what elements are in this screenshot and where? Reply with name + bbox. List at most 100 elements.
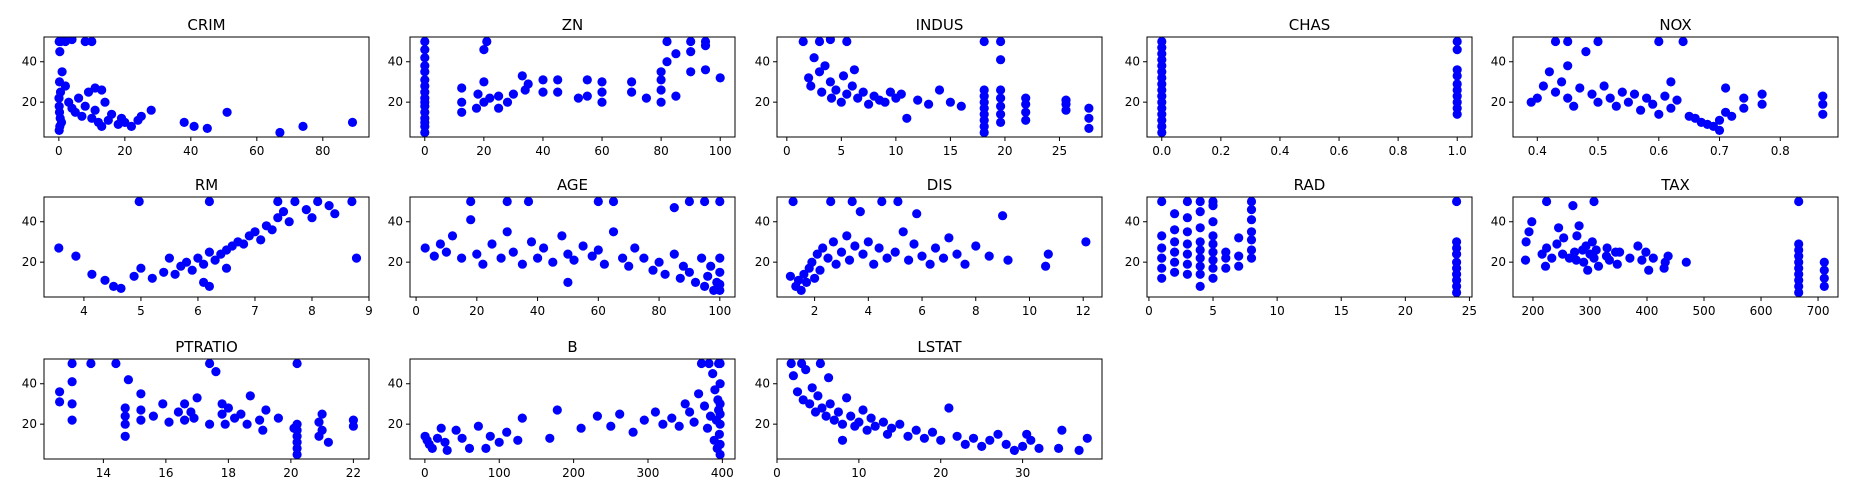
data-point <box>1170 267 1180 277</box>
data-point <box>820 61 830 71</box>
x-tick-label: 16 <box>158 466 173 480</box>
data-point <box>913 95 923 105</box>
data-point <box>854 417 864 427</box>
data-point <box>1084 123 1094 133</box>
data-point <box>147 273 157 283</box>
data-point <box>1041 261 1051 271</box>
x-tick-label: 20 <box>933 466 948 480</box>
data-point <box>704 359 714 369</box>
data-point <box>222 107 232 117</box>
y-tick-label: 40 <box>755 377 770 391</box>
data-point <box>826 93 837 103</box>
data-point <box>823 253 833 263</box>
data-point <box>862 425 872 435</box>
data-point <box>136 263 146 273</box>
x-tick-label: 9 <box>365 304 373 318</box>
subplot-age: AGE 0 20 40 60 80 100 20 40 <box>388 176 736 318</box>
data-point <box>221 263 232 273</box>
data-point <box>945 97 956 107</box>
data-point <box>684 267 695 277</box>
data-point <box>1666 77 1676 87</box>
data-point <box>669 203 679 213</box>
data-point <box>494 91 504 101</box>
data-point <box>706 261 716 271</box>
data-point <box>67 399 77 409</box>
data-point <box>478 259 488 269</box>
data-point <box>814 37 825 47</box>
data-point <box>1654 37 1664 47</box>
axes-frame <box>409 358 736 460</box>
data-point <box>420 61 430 71</box>
data-point <box>1575 83 1585 93</box>
y-tick-label: 40 <box>22 215 37 229</box>
data-point <box>627 77 637 87</box>
data-point <box>837 419 848 429</box>
data-point <box>116 283 126 293</box>
data-point <box>786 359 796 369</box>
data-point <box>1557 77 1567 87</box>
x-tick-label: 8 <box>308 304 316 318</box>
data-point <box>924 99 934 109</box>
data-point <box>1043 249 1053 259</box>
data-point <box>273 197 283 207</box>
data-point <box>898 227 908 237</box>
data-point <box>314 417 324 427</box>
data-point <box>1157 263 1167 273</box>
data-point <box>189 413 199 423</box>
data-point <box>866 413 876 423</box>
data-point <box>615 409 625 419</box>
data-point <box>523 197 534 207</box>
data-point <box>67 359 77 369</box>
data-point <box>582 91 592 101</box>
data-point <box>180 399 190 409</box>
data-point <box>1170 225 1180 235</box>
data-point <box>466 197 476 207</box>
x-tick-label: 6 <box>918 304 926 318</box>
y-tick-label: 20 <box>1491 95 1506 109</box>
data-point <box>686 67 696 77</box>
data-point <box>844 255 855 265</box>
data-point <box>798 37 808 47</box>
data-point <box>317 409 327 419</box>
data-point <box>715 379 725 389</box>
x-tick-label: 0 <box>783 144 791 158</box>
data-point <box>1221 247 1231 257</box>
data-point <box>846 411 856 421</box>
data-point <box>202 123 212 133</box>
data-point <box>806 81 816 91</box>
data-point <box>700 37 711 47</box>
data-point <box>1246 235 1257 245</box>
data-point <box>217 409 227 419</box>
data-point <box>1794 239 1804 249</box>
data-point <box>192 393 202 403</box>
data-point <box>592 411 603 421</box>
data-point <box>239 239 249 249</box>
x-tick-label: 10 <box>851 466 866 480</box>
subplot-crim: CRIM 0 20 40 60 80 20 40 <box>22 16 370 158</box>
data-point <box>86 359 96 369</box>
data-point <box>1195 237 1205 247</box>
data-point <box>1157 253 1167 263</box>
x-tick-label: 300 <box>1579 304 1602 318</box>
data-point <box>553 75 563 85</box>
data-point <box>545 433 555 443</box>
data-point <box>1082 433 1092 443</box>
data-point <box>466 215 476 225</box>
data-point <box>307 213 317 223</box>
data-point <box>1819 281 1829 291</box>
data-point <box>977 441 987 451</box>
x-tick-label: 4 <box>80 304 88 318</box>
y-tick-label: 40 <box>388 215 403 229</box>
data-point <box>441 247 451 257</box>
data-point <box>715 399 725 409</box>
data-point <box>67 377 77 387</box>
data-point <box>1564 253 1574 263</box>
data-point <box>715 409 725 419</box>
y-tick-label: 40 <box>1491 215 1506 229</box>
data-point <box>694 389 704 399</box>
data-point <box>181 257 192 267</box>
x-tick-label: 30 <box>1015 466 1030 480</box>
data-point <box>662 37 672 47</box>
data-point <box>427 443 437 453</box>
x-tick-label: 80 <box>315 144 330 158</box>
